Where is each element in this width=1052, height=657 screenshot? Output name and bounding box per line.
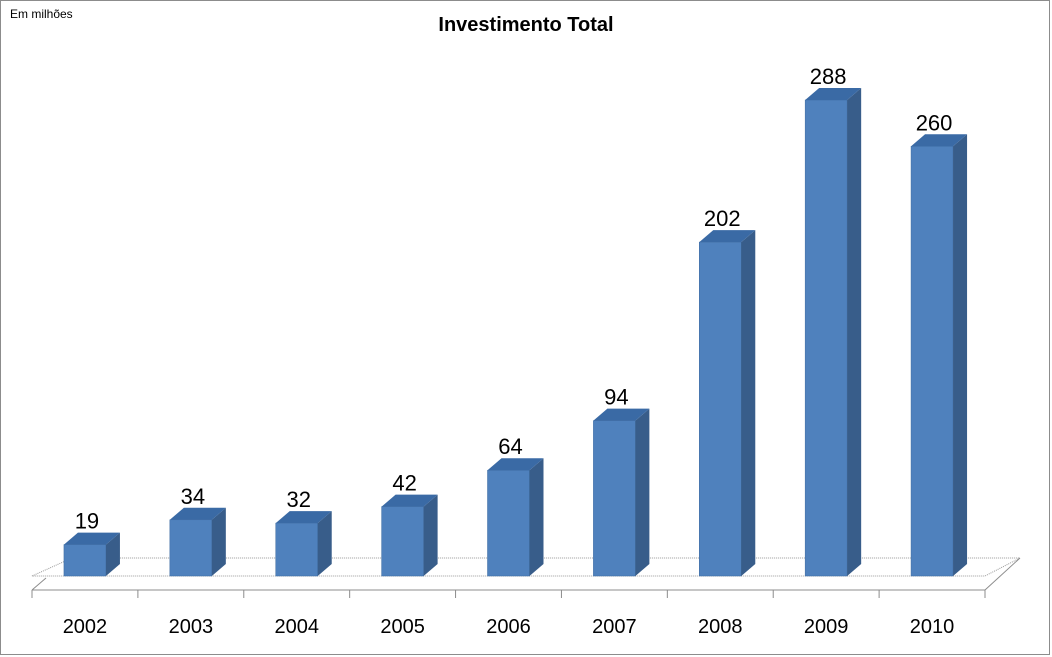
x-axis-depth-right (984, 557, 1021, 591)
bar (699, 230, 756, 577)
chart-floor-outline (31, 557, 1021, 577)
bar-top (381, 494, 438, 507)
bar-side (105, 532, 120, 576)
bar-front (381, 506, 424, 577)
bar-top (699, 230, 756, 243)
bar-front (275, 522, 318, 577)
bar-front (487, 469, 530, 577)
bar (910, 134, 968, 577)
x-tick-label: 2005 (380, 616, 425, 638)
bar (275, 511, 332, 577)
unit-label: Em milhões (10, 7, 73, 21)
x-tick-label: 2008 (698, 616, 743, 638)
bar (63, 532, 120, 577)
bar (381, 494, 438, 577)
data-label: 42 (392, 471, 416, 496)
bar-top (487, 458, 544, 471)
bar-side (953, 134, 968, 576)
bar (487, 458, 544, 577)
data-label: 32 (286, 487, 310, 512)
x-tick-label: 2002 (63, 616, 108, 638)
x-axis-depth-left (31, 577, 47, 591)
bar-side (423, 494, 438, 576)
bar (804, 88, 862, 577)
data-label: 19 (75, 509, 99, 534)
chart-title: Investimento Total (438, 14, 614, 36)
bar-side (847, 88, 862, 576)
x-tick-label: 2003 (169, 616, 214, 638)
bar (593, 408, 650, 577)
bar-side (529, 458, 544, 576)
data-label: 64 (498, 434, 522, 459)
bar-top (63, 532, 120, 545)
bar-front (593, 420, 636, 577)
data-label: 260 (916, 110, 953, 135)
bar-top (911, 134, 968, 147)
chart-floor (31, 557, 1021, 577)
bar-side (741, 230, 756, 576)
x-tick-label: 2004 (274, 616, 319, 638)
bar-side (317, 511, 332, 576)
data-label: 94 (604, 385, 628, 410)
bar-side (211, 507, 226, 576)
bar-top (805, 88, 862, 100)
x-tick-label: 2009 (804, 616, 849, 638)
bar-side (635, 408, 650, 576)
x-tick-label: 2010 (910, 616, 955, 638)
bar-top (593, 408, 650, 421)
bar-top (169, 507, 226, 520)
x-axis: 2002 2003 2004 2005 2006 2007 2008 2009 2010 (31, 557, 1021, 638)
bar-front (699, 241, 742, 577)
data-label: 288 (810, 64, 847, 89)
bar-front (804, 99, 848, 577)
data-label: 34 (181, 484, 205, 509)
bar (169, 507, 226, 577)
bar-top (275, 511, 332, 524)
bar-front (63, 544, 107, 577)
x-tick-label: 2006 (486, 616, 531, 638)
bar-front (910, 146, 954, 577)
data-labels: 19 34 32 42 64 94 202 288 260 (75, 64, 953, 534)
x-tick-label: 2007 (592, 616, 637, 638)
bars (63, 88, 968, 577)
bar-front (169, 519, 213, 577)
data-label: 202 (704, 206, 741, 231)
